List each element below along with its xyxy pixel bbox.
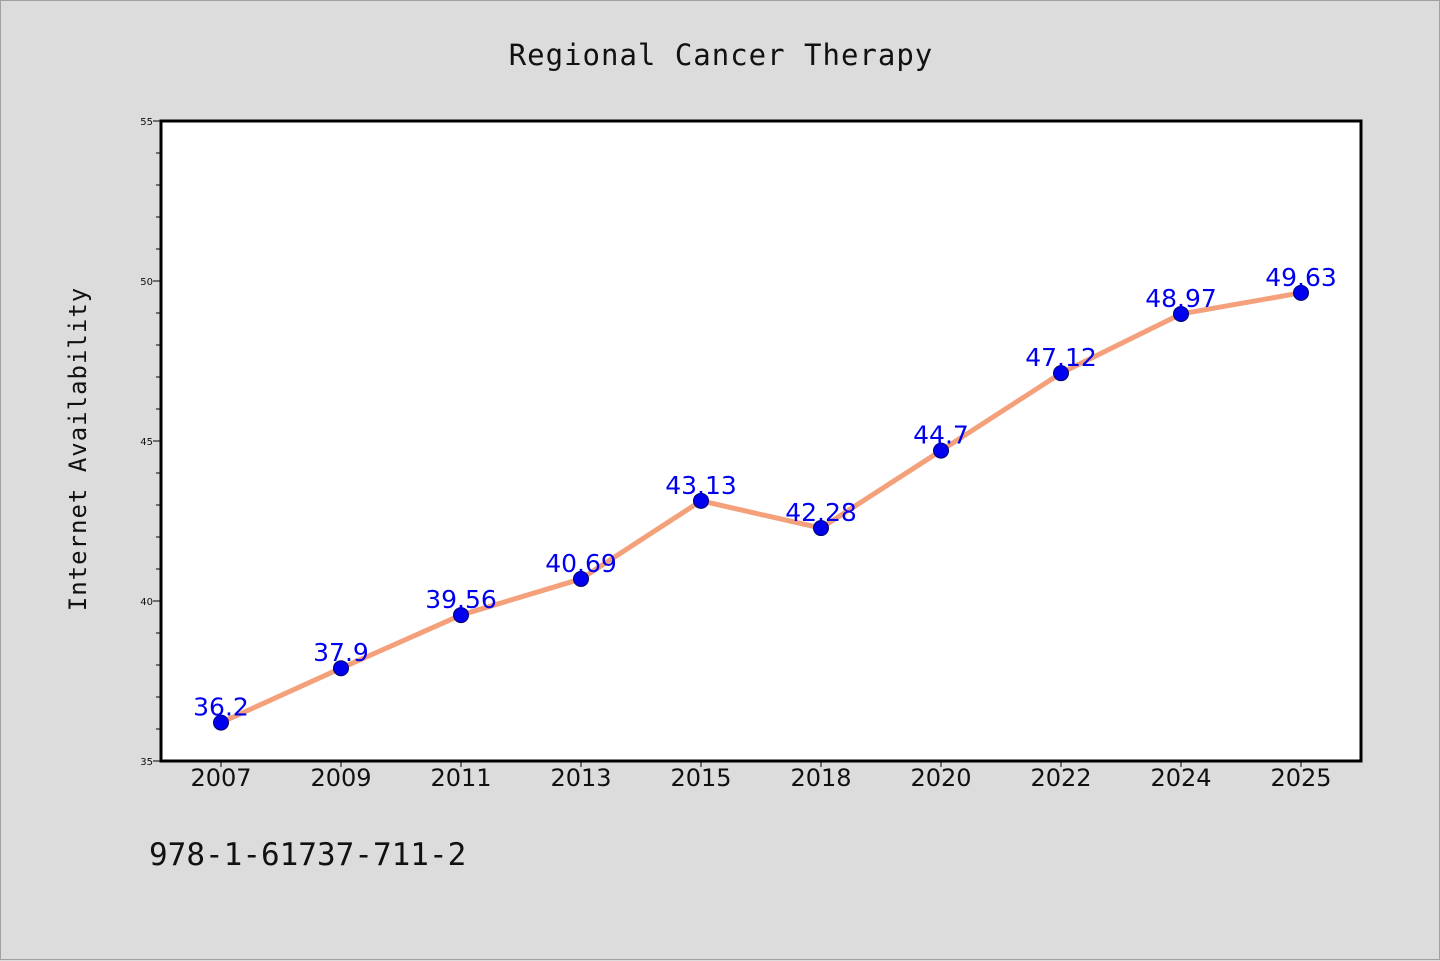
data-labels: 36.2 37.9 39.56 40.69 43.13 42.28 44.7 47.12 48.… [193, 263, 1337, 722]
x-tick-label: 2013 [550, 764, 611, 792]
data-point [1293, 284, 1309, 301]
data-label: 48.97 [1145, 284, 1217, 313]
data-point [693, 492, 709, 509]
y-tick-label: 35 [140, 757, 153, 768]
data-point [1173, 305, 1189, 322]
data-label: 43.13 [665, 471, 737, 500]
series-line [218, 290, 1304, 726]
data-point [933, 442, 949, 459]
isbn-text: 978-1-61737-711-2 [149, 837, 466, 873]
y-tick-label: 40 [140, 597, 153, 608]
x-ticks: 2007 2009 2011 2013 2015 2018 2020 2022 2024 2025 [190, 761, 1332, 792]
plot-area [159, 119, 1363, 763]
data-point [453, 607, 469, 624]
x-tick-label: 2020 [910, 764, 971, 792]
x-tick-label: 2011 [430, 764, 491, 792]
y-ticks: 35 40 45 50 55 [140, 117, 161, 768]
y-tick-label: 55 [140, 117, 153, 128]
x-tick-label: 2009 [310, 764, 371, 792]
data-label: 42.28 [785, 498, 857, 527]
y-axis-label: Internet Availability [64, 287, 92, 611]
y-tick-label: 45 [140, 437, 153, 448]
x-tick-label: 2007 [190, 764, 251, 792]
x-tick-label: 2024 [1150, 764, 1211, 792]
chart-title: Regional Cancer Therapy [509, 38, 934, 72]
data-point [213, 714, 229, 731]
x-tick-label: 2015 [670, 764, 731, 792]
data-markers [213, 284, 1309, 731]
data-point [813, 520, 829, 537]
y-tick-label: 50 [140, 277, 153, 288]
data-label: 36.2 [193, 693, 249, 722]
data-label: 44.7 [913, 421, 969, 450]
data-point [573, 570, 589, 587]
data-point [333, 660, 349, 677]
x-tick-label: 2025 [1270, 764, 1331, 792]
data-point [1053, 365, 1069, 382]
data-label: 40.69 [545, 549, 617, 578]
data-label: 49.63 [1265, 263, 1337, 292]
x-tick-label: 2022 [1030, 764, 1091, 792]
x-tick-label: 2018 [790, 764, 851, 792]
data-label: 47.12 [1025, 343, 1097, 372]
data-label: 37.9 [313, 638, 369, 667]
y-minor-ticks [156, 152, 161, 730]
data-label: 39.56 [425, 585, 497, 614]
